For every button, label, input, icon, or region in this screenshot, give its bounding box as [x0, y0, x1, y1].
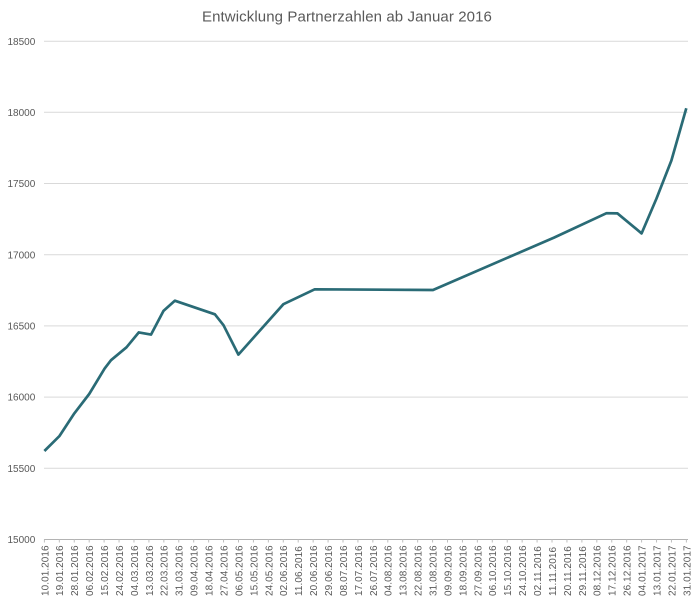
svg-text:22.01.2017: 22.01.2017	[667, 545, 678, 596]
svg-text:15.05.2016: 15.05.2016	[249, 545, 260, 596]
svg-text:20.06.2016: 20.06.2016	[309, 545, 320, 596]
svg-text:06.02.2016: 06.02.2016	[85, 545, 96, 596]
svg-text:31.01.2017: 31.01.2017	[682, 545, 693, 596]
svg-text:02.06.2016: 02.06.2016	[279, 545, 290, 596]
svg-text:13.03.2016: 13.03.2016	[145, 545, 156, 596]
svg-text:09.09.2016: 09.09.2016	[443, 545, 454, 596]
svg-text:16000: 16000	[7, 393, 35, 404]
svg-text:04.01.2017: 04.01.2017	[638, 545, 649, 596]
svg-text:17500: 17500	[7, 179, 35, 190]
svg-text:08.07.2016: 08.07.2016	[339, 545, 350, 596]
svg-text:04.08.2016: 04.08.2016	[384, 545, 395, 596]
svg-text:22.03.2016: 22.03.2016	[160, 545, 171, 596]
svg-text:31.08.2016: 31.08.2016	[428, 545, 439, 596]
svg-text:15000: 15000	[7, 535, 35, 546]
svg-text:04.03.2016: 04.03.2016	[130, 545, 141, 596]
svg-text:09.04.2016: 09.04.2016	[190, 545, 201, 596]
svg-text:18.04.2016: 18.04.2016	[205, 545, 216, 596]
svg-text:26.12.2016: 26.12.2016	[623, 545, 634, 596]
svg-text:02.11.2016: 02.11.2016	[533, 546, 544, 596]
svg-text:18500: 18500	[7, 37, 35, 48]
svg-text:13.08.2016: 13.08.2016	[399, 545, 410, 596]
svg-text:06.05.2016: 06.05.2016	[234, 545, 245, 596]
svg-text:24.02.2016: 24.02.2016	[115, 545, 126, 596]
svg-text:15.10.2016: 15.10.2016	[503, 545, 514, 596]
svg-text:11.11.2016: 11.11.2016	[548, 546, 559, 596]
svg-text:17000: 17000	[7, 250, 35, 261]
svg-text:06.10.2016: 06.10.2016	[488, 545, 499, 596]
svg-text:19.01.2016: 19.01.2016	[55, 545, 66, 596]
svg-text:17.12.2016: 17.12.2016	[608, 545, 619, 596]
svg-text:10.01.2016: 10.01.2016	[40, 545, 51, 596]
svg-text:28.01.2016: 28.01.2016	[70, 545, 81, 596]
svg-text:31.03.2016: 31.03.2016	[175, 545, 186, 596]
svg-text:27.04.2016: 27.04.2016	[219, 545, 230, 596]
svg-text:26.07.2016: 26.07.2016	[369, 545, 380, 596]
svg-text:24.05.2016: 24.05.2016	[264, 545, 275, 596]
svg-text:Entwicklung Partnerzahlen ab J: Entwicklung Partnerzahlen ab Januar 2016	[202, 9, 492, 26]
svg-text:29.06.2016: 29.06.2016	[324, 545, 335, 596]
svg-text:27.09.2016: 27.09.2016	[473, 545, 484, 596]
svg-text:18000: 18000	[7, 108, 35, 119]
svg-text:24.10.2016: 24.10.2016	[518, 545, 529, 596]
svg-text:22.08.2016: 22.08.2016	[414, 545, 425, 596]
svg-text:13.01.2017: 13.01.2017	[652, 545, 663, 596]
svg-text:15500: 15500	[7, 464, 35, 475]
svg-text:29.11.2016: 29.11.2016	[578, 546, 589, 596]
svg-text:15.02.2016: 15.02.2016	[100, 545, 111, 596]
svg-text:20.11.2016: 20.11.2016	[563, 546, 574, 596]
svg-text:11.06.2016: 11.06.2016	[294, 546, 305, 596]
svg-text:17.07.2016: 17.07.2016	[354, 545, 365, 596]
svg-text:16500: 16500	[7, 322, 35, 333]
svg-text:18.09.2016: 18.09.2016	[458, 545, 469, 596]
svg-text:08.12.2016: 08.12.2016	[593, 545, 604, 596]
